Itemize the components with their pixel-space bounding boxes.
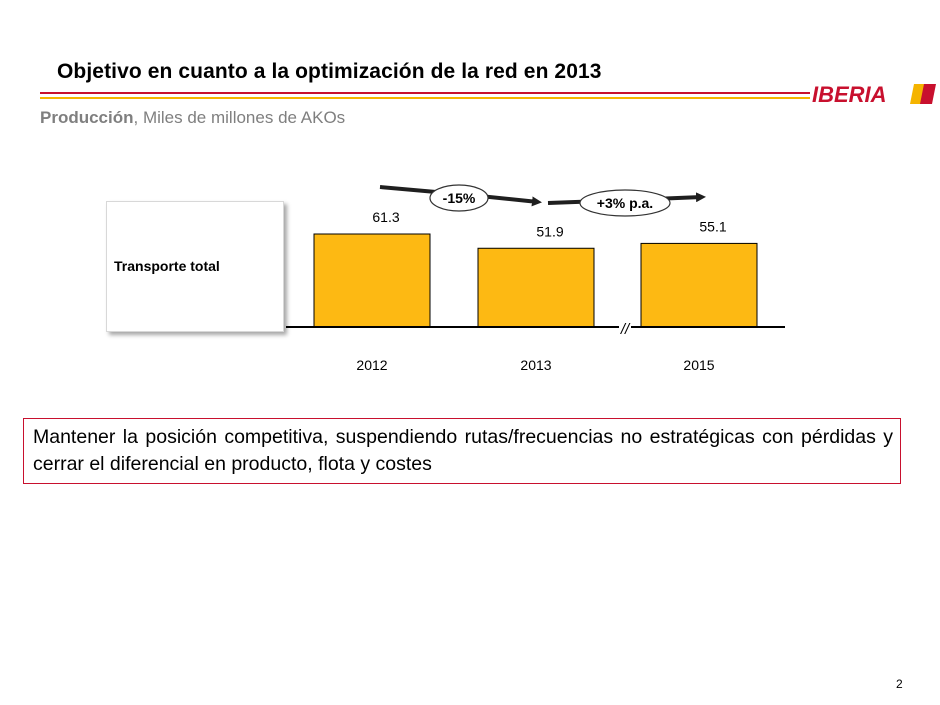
value-label-2013: 51.9 (536, 223, 563, 239)
bar-2013 (477, 247, 595, 328)
page-number: 2 (896, 677, 903, 691)
header-rule-red (40, 92, 810, 94)
iberia-logo: IBERIA (812, 82, 936, 107)
production-bar-chart: 61.3 2012 51.9 2013 55.1 2015 // -15% +3% p.a. (286, 184, 785, 373)
category-label-2015: 2015 (683, 357, 714, 373)
message-text: Mantener la posición competitiva, suspen… (33, 426, 893, 475)
value-label-2012: 61.3 (372, 209, 399, 225)
page-title: Objetivo en cuanto a la optimización de … (57, 60, 602, 83)
category-label-2012: 2012 (356, 357, 387, 373)
message-box (23, 418, 901, 484)
subtitle-bold: Producción (40, 108, 134, 127)
row-label-box (106, 201, 284, 332)
bar-2015 (640, 242, 758, 328)
annotation-decrease-text: -15% (443, 190, 476, 206)
page-subtitle: Producción, Miles de millones de AKOs (40, 108, 345, 128)
annotation-growth-bubble (579, 189, 671, 217)
axis-break-mark: // (620, 321, 631, 338)
subtitle-rest: , Miles de millones de AKOs (133, 108, 346, 127)
row-label: Transporte total (114, 258, 220, 274)
bar-2012 (313, 233, 431, 328)
axis-break-gap (619, 318, 631, 336)
category-label-2013: 2013 (520, 357, 551, 373)
annotation-growth-text: +3% p.a. (597, 195, 653, 211)
header-rule-yellow (40, 97, 810, 99)
value-label-2015: 55.1 (699, 218, 726, 234)
svg-text:IBERIA: IBERIA (812, 82, 887, 107)
annotation-decrease-bubble (429, 184, 489, 212)
